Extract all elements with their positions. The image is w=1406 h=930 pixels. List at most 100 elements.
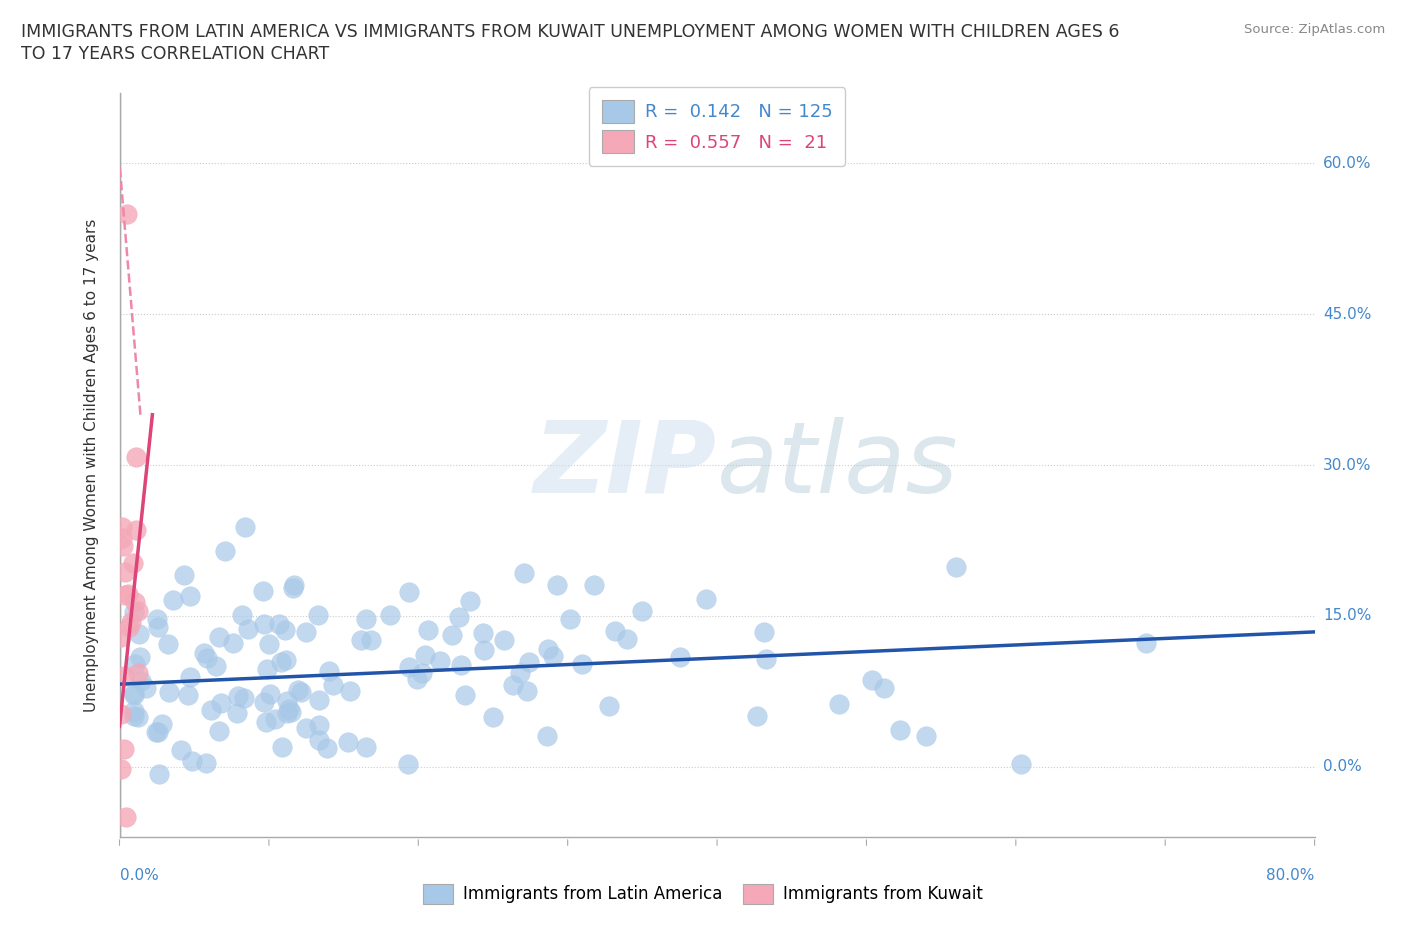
Point bbox=[173, 567, 195, 582]
Point bbox=[269, 617, 291, 631]
Text: 0.0%: 0.0% bbox=[1323, 759, 1361, 774]
Point bbox=[146, 612, 169, 627]
Point bbox=[157, 637, 180, 652]
Point bbox=[481, 710, 503, 724]
Point bbox=[110, 762, 132, 777]
Text: 45.0%: 45.0% bbox=[1323, 307, 1371, 322]
Point bbox=[546, 578, 568, 592]
Point bbox=[669, 650, 692, 665]
Point bbox=[828, 697, 851, 711]
Legend: Immigrants from Latin America, Immigrants from Kuwait: Immigrants from Latin America, Immigrant… bbox=[415, 875, 991, 912]
Point bbox=[112, 741, 135, 756]
Point bbox=[124, 657, 146, 671]
Point bbox=[502, 677, 524, 692]
Point bbox=[162, 592, 184, 607]
Point bbox=[280, 704, 302, 719]
Point bbox=[582, 578, 605, 592]
Point bbox=[226, 688, 249, 703]
Point bbox=[124, 523, 146, 538]
Point bbox=[290, 684, 312, 699]
Point bbox=[356, 612, 378, 627]
Point bbox=[111, 520, 134, 535]
Point bbox=[571, 656, 593, 671]
Point bbox=[238, 622, 260, 637]
Point bbox=[256, 661, 278, 676]
Point bbox=[405, 671, 427, 686]
Point bbox=[396, 756, 419, 771]
Point bbox=[287, 683, 309, 698]
Point bbox=[274, 622, 297, 637]
Point bbox=[117, 587, 139, 602]
Point bbox=[120, 615, 142, 630]
Point bbox=[232, 691, 254, 706]
Legend: R =  0.142   N = 125, R =  0.557   N =  21: R = 0.142 N = 125, R = 0.557 N = 21 bbox=[589, 87, 845, 166]
Point bbox=[129, 673, 152, 688]
Point bbox=[195, 755, 218, 770]
Point bbox=[252, 583, 274, 598]
Text: 0.0%: 0.0% bbox=[120, 868, 159, 883]
Text: Source: ZipAtlas.com: Source: ZipAtlas.com bbox=[1244, 23, 1385, 36]
Point bbox=[208, 630, 231, 644]
Point bbox=[254, 715, 277, 730]
Point bbox=[146, 619, 169, 634]
Point bbox=[253, 617, 276, 631]
Point bbox=[472, 643, 495, 658]
Point bbox=[112, 669, 135, 684]
Point bbox=[111, 538, 134, 553]
Point bbox=[114, 587, 136, 602]
Point bbox=[283, 580, 305, 595]
Point bbox=[124, 595, 146, 610]
Point bbox=[135, 681, 157, 696]
Point bbox=[225, 705, 247, 720]
Point bbox=[945, 560, 967, 575]
Y-axis label: Unemployment Among Women with Children Ages 6 to 17 years: Unemployment Among Women with Children A… bbox=[84, 219, 98, 711]
Point bbox=[1135, 635, 1157, 650]
Text: IMMIGRANTS FROM LATIN AMERICA VS IMMIGRANTS FROM KUWAIT UNEMPLOYMENT AMONG WOMEN: IMMIGRANTS FROM LATIN AMERICA VS IMMIGRA… bbox=[21, 23, 1119, 41]
Point bbox=[295, 625, 318, 640]
Point bbox=[128, 627, 150, 642]
Point bbox=[308, 718, 330, 733]
Point bbox=[492, 632, 515, 647]
Point bbox=[616, 631, 638, 646]
Point bbox=[536, 728, 558, 743]
Point bbox=[124, 604, 146, 619]
Point bbox=[360, 632, 382, 647]
Text: 15.0%: 15.0% bbox=[1323, 608, 1371, 623]
Point bbox=[221, 635, 243, 650]
Point bbox=[354, 739, 377, 754]
Point bbox=[308, 733, 330, 748]
Text: TO 17 YEARS CORRELATION CHART: TO 17 YEARS CORRELATION CHART bbox=[21, 45, 329, 62]
Point bbox=[146, 724, 169, 739]
Point bbox=[195, 651, 218, 666]
Point bbox=[118, 619, 141, 634]
Point bbox=[209, 696, 232, 711]
Point bbox=[124, 449, 146, 464]
Point bbox=[276, 694, 298, 709]
Point bbox=[450, 658, 472, 672]
Point bbox=[516, 684, 538, 698]
Point bbox=[114, 565, 136, 579]
Point bbox=[513, 565, 536, 580]
Point bbox=[889, 723, 911, 737]
Point bbox=[233, 520, 256, 535]
Point bbox=[631, 604, 654, 618]
Point bbox=[278, 701, 301, 716]
Point bbox=[122, 555, 145, 570]
Point bbox=[873, 680, 896, 695]
Point bbox=[860, 672, 883, 687]
Point bbox=[110, 629, 132, 644]
Point bbox=[193, 645, 215, 660]
Point bbox=[124, 709, 146, 724]
Point bbox=[337, 734, 360, 749]
Point bbox=[180, 753, 202, 768]
Point bbox=[170, 743, 193, 758]
Point bbox=[350, 633, 373, 648]
Point bbox=[558, 612, 581, 627]
Point bbox=[127, 666, 149, 681]
Point bbox=[914, 728, 936, 743]
Text: 60.0%: 60.0% bbox=[1323, 156, 1371, 171]
Point bbox=[148, 766, 170, 781]
Point bbox=[755, 651, 778, 666]
Point bbox=[603, 624, 626, 639]
Point bbox=[283, 578, 305, 592]
